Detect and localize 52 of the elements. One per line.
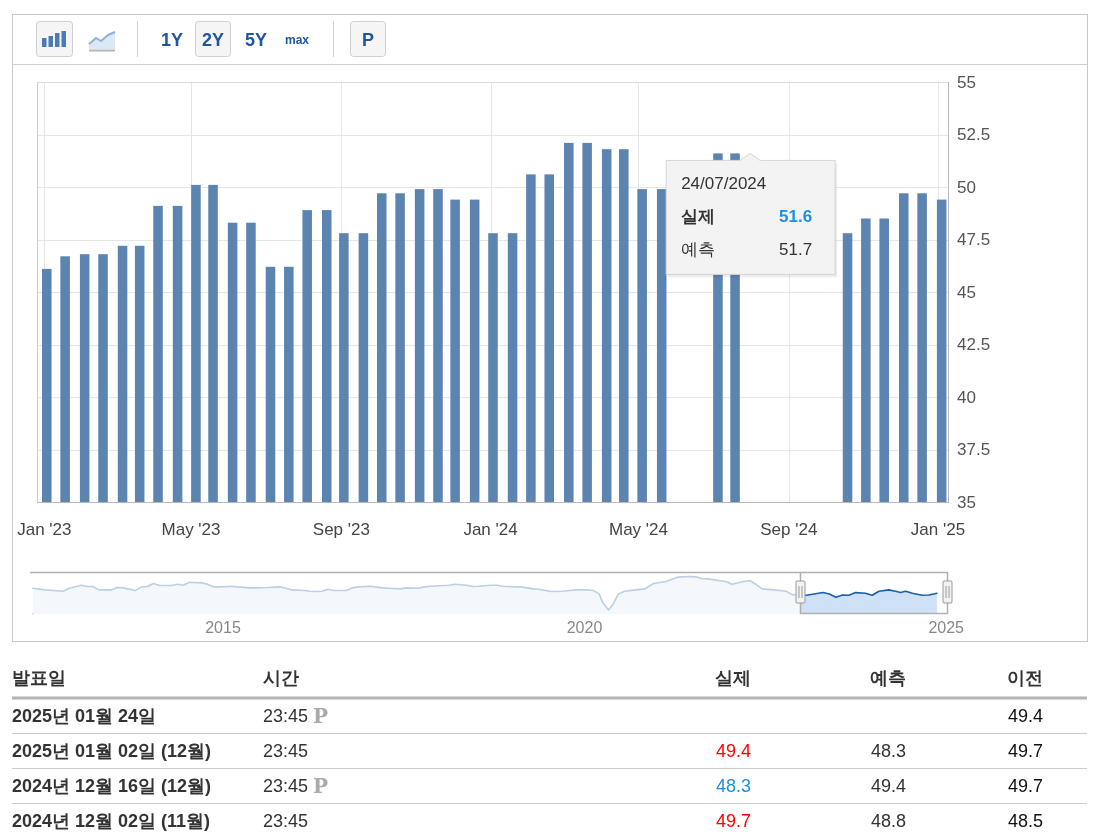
y-tick-label: 40 (957, 387, 976, 407)
category-label: 2025년 01월 24일 (12, 706, 157, 726)
y-tick-label: 47.5 (957, 230, 991, 249)
text: 49.4 (870, 776, 906, 796)
x-tick-label: Sep '23 (312, 519, 370, 539)
annotation: 실제 (681, 206, 716, 226)
x-tick-label: May '24 (608, 519, 668, 539)
category-label: 2024년 12월 02일 (11월) (12, 811, 211, 831)
y-tick-label: 52.5 (957, 125, 991, 144)
category-label: 발표일 (12, 668, 66, 688)
text: 23:45 (263, 741, 309, 761)
category-label: 예측 (870, 668, 906, 688)
annotation: 51.6 (779, 206, 813, 226)
annotation: 51.7 (779, 239, 813, 259)
y-tick-label: 42.5 (957, 335, 991, 354)
category-label: 2024년 12월 16일 (12월) (12, 776, 212, 796)
x-tick-label: May '23 (161, 519, 221, 539)
y-tick-label: 35 (957, 492, 976, 512)
text: 1Y (160, 29, 184, 50)
x-tick-label: 2020 (566, 618, 603, 636)
text: 2Y (201, 29, 225, 50)
x-tick-label: Jan '23 (17, 519, 72, 539)
text: 48.3 (870, 741, 906, 761)
annotation: 24/07/2024 (681, 173, 767, 193)
x-tick-label: 2015 (205, 618, 241, 636)
text: 49.7 (715, 811, 751, 831)
category-label: 2025년 01월 02일 (12월) (12, 741, 212, 761)
category-label: 시간 (263, 668, 299, 688)
text: 48.8 (870, 811, 906, 831)
text: 23:45 P (263, 704, 329, 728)
text: 49.4 (1007, 706, 1043, 726)
y-tick-label: 55 (957, 72, 976, 92)
x-tick-label: Jan '24 (463, 519, 518, 539)
x-tick-label: Sep '24 (760, 519, 818, 539)
y-tick-label: 37.5 (957, 440, 991, 459)
y-tick-label: 50 (957, 177, 976, 197)
text: 5Y (244, 29, 268, 50)
text: P (361, 29, 375, 50)
text: 23:45 P (263, 774, 329, 798)
annotation: 예측 (681, 239, 716, 259)
text: 23:45 (263, 811, 309, 831)
text: 49.7 (1007, 741, 1043, 761)
text: max (284, 32, 310, 47)
text: 49.7 (1007, 776, 1043, 796)
x-tick-label: Jan '25 (910, 519, 966, 539)
text: 48.5 (1007, 811, 1043, 831)
text: 49.4 (715, 741, 751, 761)
category-label: 이전 (1007, 668, 1043, 688)
category-label: 실제 (715, 668, 751, 688)
text: 48.3 (715, 776, 751, 796)
y-tick-label: 45 (957, 282, 976, 302)
x-tick-label: 2025 (928, 618, 965, 636)
